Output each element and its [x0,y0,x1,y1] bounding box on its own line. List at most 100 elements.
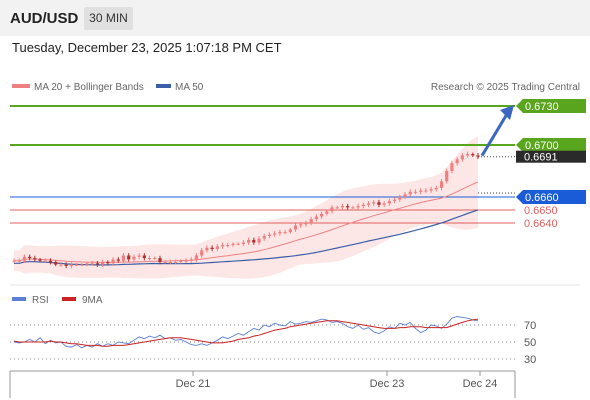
candle [434,187,438,190]
candle [220,245,225,247]
candle [101,262,105,265]
candle [267,234,272,236]
candle [387,200,391,204]
ma50-line [14,209,479,266]
candle [247,239,251,243]
candle [471,154,475,156]
candle [74,264,79,266]
candle [226,245,230,247]
candle [189,259,193,261]
candle [153,258,157,260]
candle [106,262,110,264]
candle [137,255,141,257]
candle [424,190,428,192]
legend-9ma: 9MA [82,295,103,306]
candle [398,197,402,200]
legend-swatch-9ma [62,297,76,301]
chart-header: AUD/USD 30 MIN [0,0,590,36]
support-label-5: 0.6640 [524,218,558,230]
candle [403,194,407,197]
candle [48,260,53,262]
candle [174,262,178,263]
candle [200,250,204,256]
candle [419,190,423,192]
candle [319,213,324,217]
rsi-tick-label-30: 30 [524,354,536,366]
candle [392,199,397,201]
rsi-tick-label-50: 50 [524,337,536,349]
candle [90,263,94,265]
candle [330,207,334,212]
candle [304,223,308,225]
candle [85,263,89,265]
candle [236,243,240,245]
rsi-9ma-line [13,318,479,347]
last-price-tag: 0.6691 [524,152,558,164]
candle [28,256,32,259]
candle [241,242,245,244]
candle [382,203,386,205]
candle [184,260,188,262]
candle [314,216,318,220]
candle [278,232,282,234]
bollinger-band [14,136,478,279]
candle [366,203,371,205]
candle [346,206,350,208]
candle [476,155,480,157]
resistance-tag-bg-1 [516,138,586,152]
pivot-tag-bg-3 [516,190,586,204]
source-credit: Research © 2025 Trading Central [431,82,580,93]
candle [17,260,21,262]
pivot-tag-3: 0.6660 [525,192,559,204]
legend-swatch-rsi [12,297,26,301]
candle [121,255,126,261]
candle [64,264,68,266]
x-tick-label-2: Dec 24 [463,378,498,390]
candle [257,238,261,243]
candle [33,258,37,260]
candle [288,229,292,233]
candle [273,233,277,235]
legend-ma50: MA 50 [175,82,204,93]
candle [215,246,219,249]
candle [54,262,58,265]
candle [147,258,152,260]
candle [293,225,298,230]
rsi-line [13,316,479,349]
rsi-tick-label-70: 70 [524,320,536,332]
candle [283,232,287,234]
candle [12,260,16,262]
candle [465,154,470,156]
interval-button[interactable]: 30 MIN [84,7,133,30]
last-price-tag-bg [516,150,586,163]
candle [356,206,360,208]
candle [445,171,449,182]
candle [299,224,303,226]
candle [252,239,256,243]
legend-ma20-bollinger: MA 20 + Bollinger Bands [34,82,144,93]
resistance-tag-0: 0.6730 [525,101,559,113]
candle [59,264,63,266]
candle [22,256,27,261]
candle [455,159,459,164]
candle [372,202,376,204]
candle [262,236,266,239]
candle [142,255,146,259]
candle [340,206,345,208]
legend-swatch-ma50 [156,84,171,88]
candle [309,219,313,223]
ma20-line [14,181,479,263]
timestamp: Tuesday, December 23, 2025 1:07:18 PM CE… [12,40,282,55]
candle [361,204,365,207]
candle [179,260,183,262]
candle [111,259,115,264]
candle [325,211,329,214]
candle [335,207,339,209]
candle [38,259,42,261]
resistance-tag-1: 0.6700 [525,140,559,152]
candle [351,207,355,209]
candle [408,191,412,195]
candle [116,259,120,261]
legend-rsi: RSI [32,295,49,306]
candle [80,264,84,266]
